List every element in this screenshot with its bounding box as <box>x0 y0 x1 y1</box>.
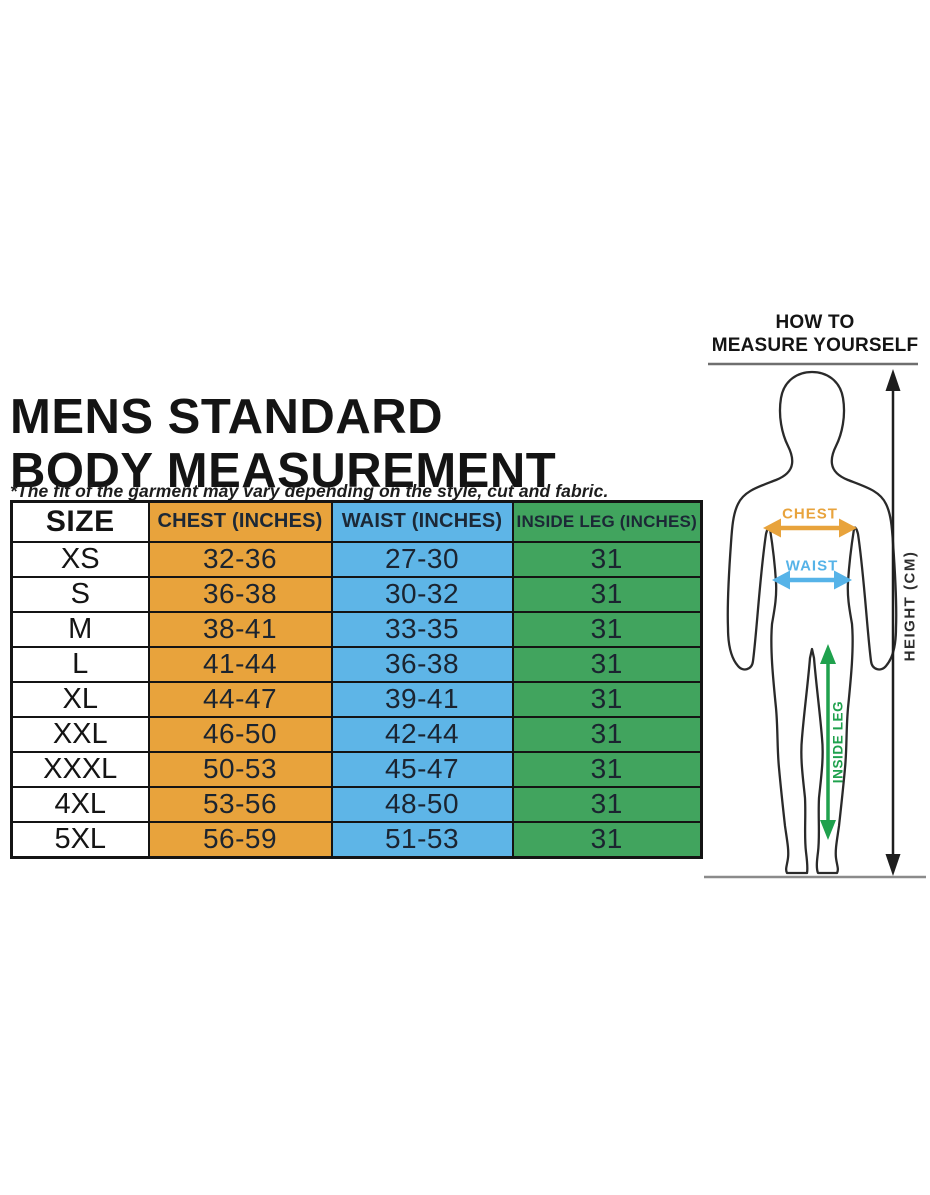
table-row: XXL 46-50 42-44 31 <box>10 715 703 753</box>
chest-arrow-icon <box>763 518 857 538</box>
page-title: MENS STANDARD BODY MEASUREMENT GUIDE <box>10 389 710 550</box>
body-silhouette-figure <box>704 362 926 879</box>
fit-disclaimer: *The fit of the garment may vary dependi… <box>10 480 609 501</box>
waist-arrow-icon <box>772 570 852 590</box>
chest-arrow-label: CHEST <box>782 505 838 523</box>
body-figure: CHEST WAIST INSIDE LEG HEIGHT (CM) <box>700 358 930 890</box>
chest-cell: 53-56 <box>147 785 333 823</box>
diagram-title-line-1: HOW TO <box>775 312 855 333</box>
height-arrow-label: HEIGHT (CM) <box>901 550 919 662</box>
chest-cell: 38-41 <box>147 610 333 648</box>
column-header-chest: CHEST (INCHES) <box>147 500 333 543</box>
table-row: S 36-38 30-32 31 <box>10 575 703 613</box>
size-cell: XXL <box>10 715 150 753</box>
waist-cell: 51-53 <box>330 820 514 858</box>
diagram-title-line-2: MEASURE YOURSELF <box>711 334 919 356</box>
inside-leg-cell: 31 <box>511 715 703 753</box>
table-row: 4XL 53-56 48-50 31 <box>10 785 703 823</box>
size-cell: XXXL <box>10 750 150 788</box>
diagram-title: HOW TO MEASURE YOURSELF <box>700 312 930 358</box>
size-measurement-table: SIZE CHEST (INCHES) WAIST (INCHES) INSID… <box>10 500 703 859</box>
waist-cell: 30-32 <box>330 575 514 613</box>
waist-cell: 48-50 <box>330 785 514 823</box>
column-header-size: SIZE <box>10 500 150 543</box>
table-row: 5XL 56-59 51-53 31 <box>10 820 703 858</box>
chest-cell: 44-47 <box>147 680 333 718</box>
size-cell: XL <box>10 680 150 718</box>
size-cell: 5XL <box>10 820 150 858</box>
chest-cell: 56-59 <box>147 820 333 858</box>
size-cell: 4XL <box>10 785 150 823</box>
inside-leg-cell: 31 <box>511 785 703 823</box>
inside-leg-cell: 31 <box>511 645 703 683</box>
table-row: XL 44-47 39-41 31 <box>10 680 703 718</box>
chest-cell: 36-38 <box>147 575 333 613</box>
chest-cell: 46-50 <box>147 715 333 753</box>
chest-cell: 50-53 <box>147 750 333 788</box>
inside-leg-arrow-label: INSIDE LEG <box>830 700 846 784</box>
chest-cell: 32-36 <box>147 540 333 578</box>
page-title-line-1: MENS STANDARD <box>10 389 443 444</box>
size-cell: XS <box>10 540 150 578</box>
body-silhouette <box>726 370 898 875</box>
inside-leg-arrow-icon <box>820 644 836 840</box>
waist-arrow-label: WAIST <box>785 557 839 575</box>
waist-cell: 42-44 <box>330 715 514 753</box>
waist-cell: 39-41 <box>330 680 514 718</box>
column-header-waist: WAIST (INCHES) <box>330 500 514 543</box>
table-row: XS 32-36 27-30 31 <box>10 540 703 578</box>
inside-leg-cell: 31 <box>511 750 703 788</box>
waist-cell: 27-30 <box>330 540 514 578</box>
height-arrow-icon <box>885 369 901 876</box>
inside-leg-cell: 31 <box>511 540 703 578</box>
chest-cell: 41-44 <box>147 645 333 683</box>
table-header-row: SIZE CHEST (INCHES) WAIST (INCHES) INSID… <box>10 500 703 543</box>
inside-leg-cell: 31 <box>511 610 703 648</box>
table-row: L 41-44 36-38 31 <box>10 645 703 683</box>
waist-cell: 36-38 <box>330 645 514 683</box>
waist-cell: 45-47 <box>330 750 514 788</box>
column-header-inside-leg: INSIDE LEG (INCHES) <box>511 500 703 543</box>
table-row: XXXL 50-53 45-47 31 <box>10 750 703 788</box>
size-cell: S <box>10 575 150 613</box>
inside-leg-cell: 31 <box>511 575 703 613</box>
inside-leg-cell: 31 <box>511 680 703 718</box>
table-row: M 38-41 33-35 31 <box>10 610 703 648</box>
inside-leg-cell: 31 <box>511 820 703 858</box>
size-cell: M <box>10 610 150 648</box>
size-cell: L <box>10 645 150 683</box>
measure-yourself-diagram: HOW TO MEASURE YOURSELF <box>700 312 930 892</box>
waist-cell: 33-35 <box>330 610 514 648</box>
